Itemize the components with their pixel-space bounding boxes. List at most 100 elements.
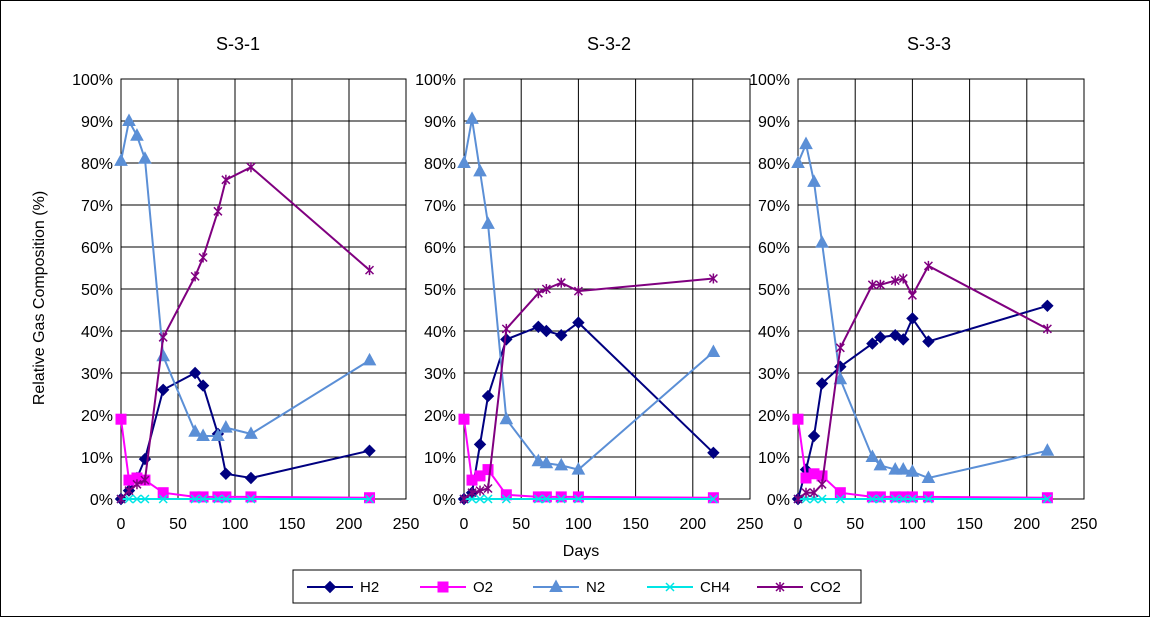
data-point: [132, 479, 142, 490]
data-point: [867, 279, 877, 290]
legend-item-CO2: CO2: [757, 579, 841, 596]
data-point: [533, 494, 543, 504]
data-point: [707, 492, 719, 504]
data-point: [875, 279, 885, 290]
x-axis-label: Days: [563, 543, 599, 560]
data-point: [874, 491, 886, 503]
data-point: [890, 275, 900, 286]
data-point: [1041, 492, 1053, 504]
data-point: [245, 491, 257, 503]
legend-marker: [549, 579, 563, 592]
y-tick-label: 80%: [758, 156, 790, 173]
data-point: [190, 271, 200, 282]
y-tick-label: 90%: [758, 114, 790, 131]
legend-item-CH4: CH4: [647, 579, 730, 596]
x-tick-label: 100: [899, 516, 926, 533]
y-tick-label: 10%: [758, 450, 790, 467]
y-tick-label: 60%: [758, 240, 790, 257]
data-point: [906, 312, 919, 325]
data-point: [499, 411, 514, 425]
data-point: [244, 426, 258, 439]
x-tick-label: 50: [846, 516, 864, 533]
data-point: [896, 462, 911, 475]
data-point: [363, 444, 376, 457]
y-tick-label: 40%: [758, 324, 790, 341]
y-tick-label: 100%: [72, 72, 113, 89]
series-N2: [457, 111, 721, 475]
data-point: [866, 337, 879, 350]
data-point: [708, 273, 718, 284]
data-point: [533, 288, 543, 299]
series-line: [463, 118, 715, 471]
data-point: [197, 491, 209, 503]
legend-marker: [775, 582, 785, 592]
data-point: [362, 352, 377, 366]
data-point: [540, 324, 553, 338]
data-point: [481, 389, 495, 403]
panel-title: S-3-1: [216, 34, 260, 54]
y-tick-label: 100%: [749, 72, 790, 89]
legend-marker: [437, 581, 449, 593]
data-point: [213, 494, 223, 504]
data-point: [122, 113, 136, 126]
y-tick-label: 20%: [81, 408, 113, 425]
y-tick-label: 20%: [424, 408, 456, 425]
data-point: [246, 162, 256, 173]
data-point: [817, 479, 827, 490]
data-point: [898, 273, 908, 284]
data-point: [907, 494, 917, 504]
series-line: [797, 264, 1048, 500]
data-point: [906, 491, 918, 503]
y-tick-label: 70%: [424, 198, 456, 215]
panels-group: S-3-1 0% 10% 20% 30% 40% 50% 60% 70% 80% 90% 100% 0 5…: [72, 34, 1097, 533]
data-point: [873, 457, 888, 471]
data-point: [573, 494, 583, 504]
data-point: [572, 491, 584, 503]
data-point: [833, 371, 848, 385]
data-point: [708, 494, 718, 504]
data-point: [196, 428, 210, 441]
series-CH4: [116, 494, 375, 504]
data-point: [473, 163, 487, 177]
x-tick-label: 0: [117, 516, 126, 533]
data-point: [219, 420, 233, 433]
data-point: [923, 494, 933, 504]
data-point: [465, 111, 479, 124]
legend-label: H2: [360, 579, 379, 596]
data-point: [922, 491, 934, 503]
data-point: [158, 494, 168, 504]
y-tick-label: 0%: [433, 492, 456, 509]
data-point: [572, 316, 585, 329]
y-tick-label: 50%: [81, 282, 113, 299]
data-point: [905, 464, 920, 477]
x-tick-label: 250: [1071, 516, 1098, 533]
legend-label: CO2: [810, 579, 841, 596]
legend: H2 O2 N2 CH4 CO2: [292, 569, 862, 604]
data-point: [132, 494, 142, 504]
series-CO2: [459, 273, 718, 504]
data-point: [116, 494, 126, 504]
data-point: [140, 494, 150, 504]
data-point: [211, 428, 225, 441]
legend-label: CH4: [700, 579, 730, 596]
y-tick-label: 50%: [424, 282, 456, 299]
data-point: [115, 413, 127, 425]
x-tick-label: 50: [512, 516, 530, 533]
y-tick-label: 50%: [758, 282, 790, 299]
data-point: [921, 470, 936, 483]
data-point: [897, 333, 910, 346]
legend-marker: [665, 582, 675, 592]
x-tick-label: 0: [794, 516, 803, 533]
x-tick-label: 200: [336, 516, 363, 533]
data-point: [907, 290, 917, 301]
x-tick-label: 250: [737, 516, 764, 533]
legend-marker: [323, 580, 337, 594]
series-N2: [791, 136, 1055, 483]
data-point: [140, 475, 150, 486]
y-tick-label: 80%: [424, 156, 456, 173]
series-O2: [458, 413, 719, 504]
data-point: [1041, 299, 1054, 313]
data-point: [835, 342, 845, 353]
